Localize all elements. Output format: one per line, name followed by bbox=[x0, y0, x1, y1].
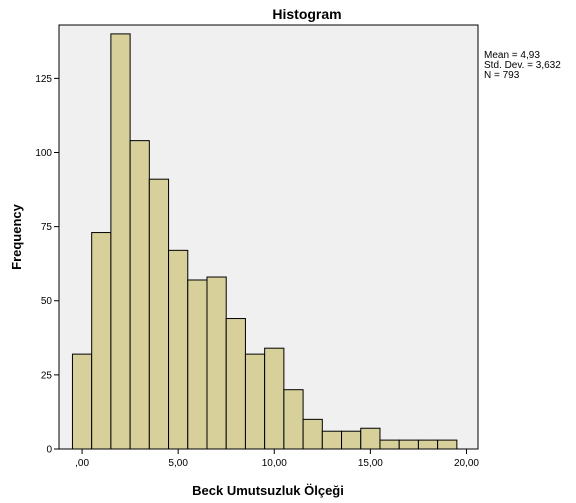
histogram-bar-14 bbox=[341, 430, 362, 450]
y-tick-label-2: 50 bbox=[41, 296, 53, 307]
x-tick-label-1: 5,00 bbox=[168, 458, 188, 469]
histogram-bar-17 bbox=[398, 439, 419, 450]
y-tick-label-5: 125 bbox=[35, 74, 52, 85]
histogram-bar-16 bbox=[379, 439, 400, 450]
stats-line-0: Mean = 4,93 bbox=[484, 50, 540, 61]
histogram-bar-10 bbox=[264, 347, 285, 450]
histogram-bar-1 bbox=[91, 232, 112, 450]
x-axis-label: Beck Umutsuzluk Ölçeği bbox=[192, 483, 344, 498]
histogram-bar-6 bbox=[187, 279, 208, 450]
histogram-bar-13 bbox=[321, 430, 343, 450]
y-tick-label-0: 0 bbox=[46, 445, 52, 456]
histogram-bar-19 bbox=[437, 439, 458, 450]
y-tick-label-1: 25 bbox=[41, 370, 53, 381]
x-tick-label-2: 10,00 bbox=[262, 458, 287, 469]
histogram-bar-12 bbox=[302, 418, 323, 450]
histogram-bar-11 bbox=[283, 389, 304, 450]
x-axis: ,00 5,00 10,00 15,00 20,00 bbox=[75, 449, 479, 469]
histogram-bar-3 bbox=[129, 140, 150, 450]
chart-title: Histogram bbox=[272, 6, 341, 22]
x-tick-label-0: ,00 bbox=[75, 458, 89, 469]
bars-group bbox=[71, 33, 458, 450]
histogram-bar-0 bbox=[71, 353, 93, 450]
x-tick-label-3: 15,00 bbox=[358, 458, 383, 469]
histogram-bar-5 bbox=[168, 249, 189, 450]
histogram-bar-8 bbox=[225, 318, 246, 450]
y-axis-label: Frequency bbox=[9, 203, 24, 270]
histogram-bar-2 bbox=[110, 33, 131, 450]
y-tick-label-4: 100 bbox=[35, 148, 52, 159]
histogram-bar-7 bbox=[206, 276, 227, 450]
histogram-bar-15 bbox=[360, 427, 381, 450]
stats-line-1: Std. Dev. = 3,632 bbox=[484, 60, 561, 71]
histogram-bar-18 bbox=[417, 439, 439, 450]
x-tick-label-4: 20,00 bbox=[454, 458, 479, 469]
histogram-bar-9 bbox=[244, 353, 266, 450]
stats-line-2: N = 793 bbox=[484, 70, 520, 81]
y-axis: 0 25 50 75 100 125 bbox=[35, 74, 59, 456]
histogram-bar-4 bbox=[148, 178, 170, 450]
y-tick-label-3: 75 bbox=[41, 222, 53, 233]
